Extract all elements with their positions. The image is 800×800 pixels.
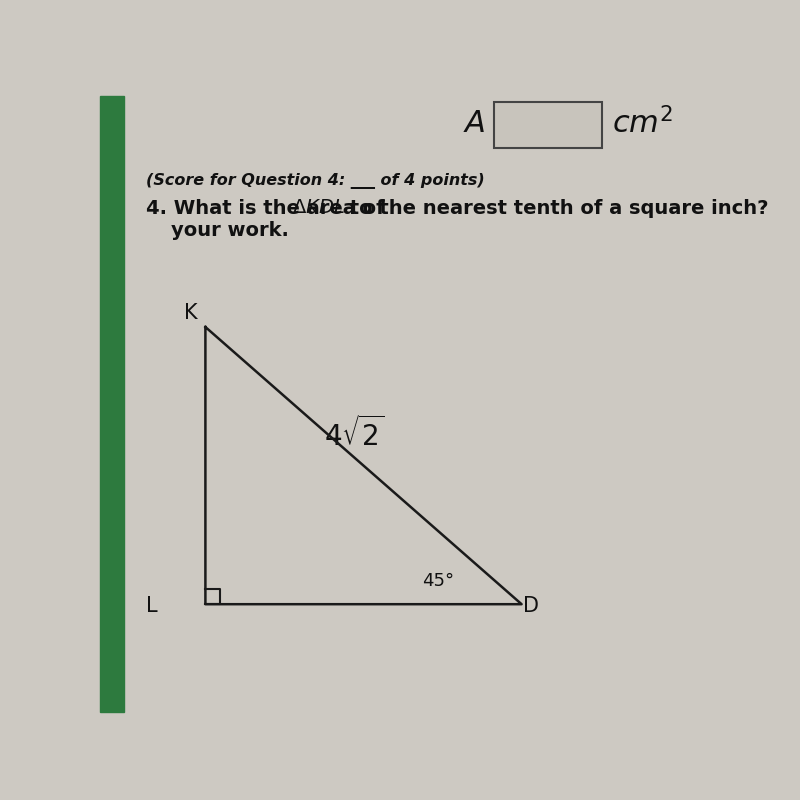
Text: 45°: 45°: [422, 572, 454, 590]
Text: $4\sqrt{2}$: $4\sqrt{2}$: [324, 416, 385, 451]
Bar: [494, 102, 602, 148]
Text: your work.: your work.: [171, 221, 289, 240]
Text: $A$ =: $A$ =: [462, 108, 519, 139]
Text: D: D: [523, 596, 539, 616]
Text: to the nearest tenth of a square inch?: to the nearest tenth of a square inch?: [343, 198, 769, 218]
Bar: [100, 96, 123, 712]
Text: K: K: [184, 303, 198, 323]
Text: $cm^2$: $cm^2$: [611, 107, 673, 140]
Text: $\Delta KDL$: $\Delta KDL$: [292, 199, 345, 217]
Text: (Score for Question 4: ___ of 4 points): (Score for Question 4: ___ of 4 points): [146, 173, 486, 189]
Text: 4. What is the area of: 4. What is the area of: [146, 198, 392, 218]
Text: L: L: [146, 596, 158, 616]
